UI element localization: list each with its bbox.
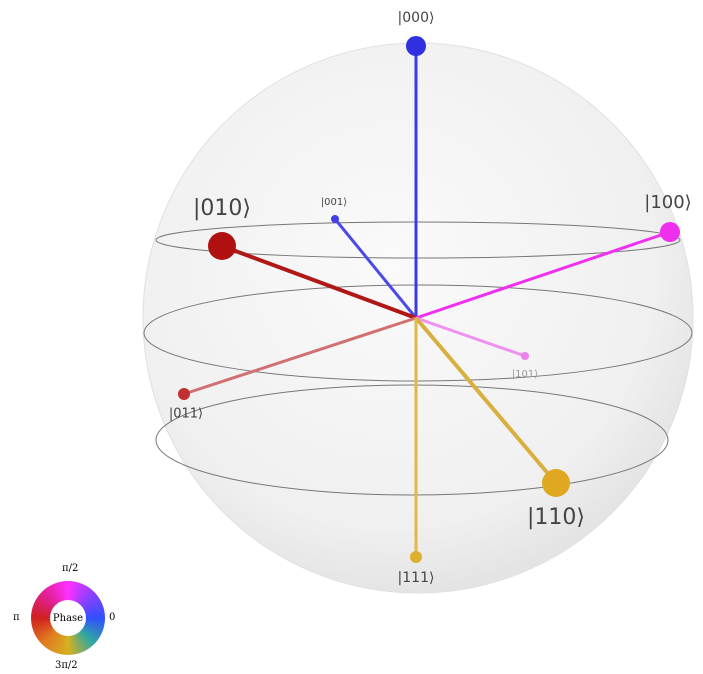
state-label: |010⟩	[193, 196, 251, 221]
latitudes	[143, 221, 693, 496]
state-label: |111⟩	[398, 570, 435, 586]
phase-label: π/2	[62, 563, 79, 574]
phase-label: π	[13, 612, 20, 623]
state-label: |011⟩	[169, 407, 203, 422]
state-nodes	[178, 36, 680, 563]
phase-label: 3π/2	[55, 660, 78, 671]
state-lines	[183, 46, 671, 557]
state-label: |100⟩	[644, 192, 691, 213]
state-label: |101⟩	[512, 369, 538, 380]
phase-wheel: Phase	[31, 581, 105, 655]
state-label: |110⟩	[527, 505, 585, 530]
phase-title: Phase	[50, 600, 86, 636]
state-label: |001⟩	[321, 197, 347, 208]
state-label: |000⟩	[398, 10, 435, 26]
phase-label: 0	[109, 612, 116, 623]
